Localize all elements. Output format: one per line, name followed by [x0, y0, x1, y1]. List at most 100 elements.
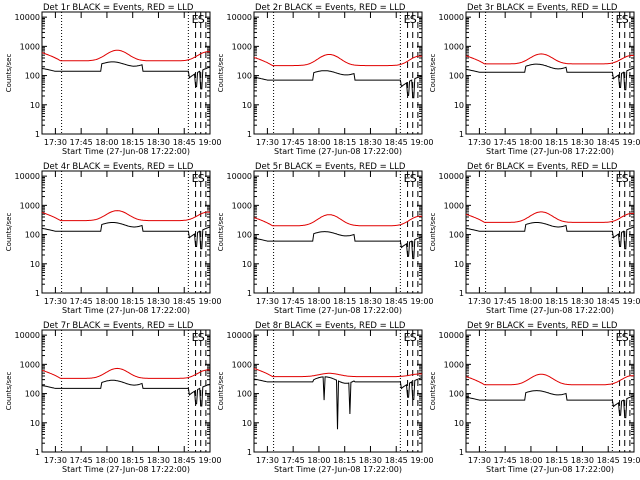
- y-tick-label: 100: [449, 390, 464, 399]
- plot-frame: [465, 11, 635, 135]
- y-tick-label: 10: [30, 419, 40, 428]
- x-tick-label: 19:00: [198, 297, 221, 306]
- x-tick-label: 18:00: [519, 138, 542, 147]
- x-tick-label: 17:30: [256, 456, 279, 465]
- x-tick-label: 18:15: [545, 456, 568, 465]
- series-lld-red: [253, 54, 423, 67]
- x-tick-label: 19:00: [622, 138, 640, 147]
- x-tick-label: 19:00: [410, 297, 433, 306]
- x-tick-label: 18:00: [307, 456, 330, 465]
- series-lld-red: [465, 373, 635, 386]
- plot-frame: [253, 329, 423, 453]
- y-tick-label: 10: [242, 101, 252, 110]
- x-tick-label: 18:45: [597, 456, 620, 465]
- y-tick-label: 1000: [232, 360, 252, 369]
- event-marker-label: E: [616, 13, 623, 26]
- y-axis-label: Counts/sec: [429, 54, 437, 93]
- x-tick-label: 18:30: [359, 297, 382, 306]
- plot-frame: [41, 170, 211, 294]
- x-tick-label: 18:30: [359, 138, 382, 147]
- x-tick-label: 18:00: [307, 297, 330, 306]
- x-tick-label: 17:45: [70, 456, 93, 465]
- series-lld-red: [465, 211, 635, 223]
- y-tick-label: 10: [242, 419, 252, 428]
- x-tick-label: 17:30: [468, 297, 491, 306]
- y-tick-label: 10: [30, 101, 40, 110]
- y-tick-label: 1: [35, 130, 40, 139]
- event-marker-label: S: [622, 13, 629, 26]
- series-events-black: [465, 222, 635, 250]
- x-tick-label: 18:00: [307, 138, 330, 147]
- y-tick-label: 100: [237, 231, 252, 240]
- y-tick-label: 1: [459, 289, 464, 298]
- y-tick-label: 1: [247, 289, 252, 298]
- y-tick-label: 100: [237, 72, 252, 81]
- series-lld-red: [253, 214, 423, 227]
- y-tick-label: 1: [459, 130, 464, 139]
- panel-title: Det 4r BLACK = Events, RED = LLD: [43, 162, 194, 172]
- x-axis-label: Start Time (27-Jun-08 17:22:00): [486, 306, 614, 315]
- y-tick-label: 10000: [439, 331, 464, 340]
- x-tick-label: 17:30: [44, 138, 67, 147]
- panel-1: Det 1r BLACK = Events, RED = LLD 1 10 100 10…: [5, 3, 222, 156]
- y-tick-label: 1000: [232, 201, 252, 210]
- y-tick-label: 10: [454, 419, 464, 428]
- x-tick-label: 19:00: [622, 297, 640, 306]
- x-tick-label: 18:15: [121, 138, 144, 147]
- event-marker-label: S: [410, 13, 417, 26]
- y-axis-label: Counts/sec: [217, 372, 225, 411]
- y-tick-label: 100: [449, 231, 464, 240]
- event-marker-label: S: [198, 172, 205, 185]
- y-tick-label: 1: [459, 448, 464, 457]
- x-tick-label: 18:45: [597, 138, 620, 147]
- x-axis-label: Start Time (27-Jun-08 17:22:00): [486, 147, 614, 156]
- y-tick-label: 10: [242, 260, 252, 269]
- panel-3: Det 3r BLACK = Events, RED = LLD 1 10 100 10…: [429, 3, 640, 156]
- y-tick-label: 1: [35, 448, 40, 457]
- x-tick-label: 18:15: [545, 138, 568, 147]
- series-events-black: [253, 70, 423, 99]
- series-lld-red: [253, 368, 423, 378]
- y-tick-label: 10000: [15, 331, 40, 340]
- y-tick-label: 1: [247, 448, 252, 457]
- series-events-black: [41, 222, 211, 250]
- x-tick-label: 18:30: [571, 456, 594, 465]
- x-tick-label: 17:45: [494, 456, 517, 465]
- panel-title: Det 9r BLACK = Events, RED = LLD: [467, 321, 618, 331]
- x-tick-label: 18:15: [121, 456, 144, 465]
- x-tick-label: 18:45: [173, 456, 196, 465]
- x-tick-label: 19:00: [198, 138, 221, 147]
- panel-7: Det 7r BLACK = Events, RED = LLD 1 10 100 10…: [5, 321, 222, 474]
- x-tick-label: 17:30: [256, 138, 279, 147]
- x-tick-label: 18:30: [147, 138, 170, 147]
- event-marker-label: S: [410, 172, 417, 185]
- series-lld-red: [41, 49, 211, 62]
- x-tick-label: 17:45: [494, 297, 517, 306]
- panel-title: Det 3r BLACK = Events, RED = LLD: [467, 3, 618, 13]
- event-marker-label: S: [198, 331, 205, 344]
- x-tick-label: 19:00: [410, 456, 433, 465]
- x-tick-label: 17:45: [282, 456, 305, 465]
- y-tick-label: 1: [247, 130, 252, 139]
- x-tick-label: 18:00: [95, 456, 118, 465]
- panel-6: Det 6r BLACK = Events, RED = LLD 1 10 100 10…: [429, 162, 640, 315]
- x-tick-label: 18:00: [95, 297, 118, 306]
- series-events-black: [465, 390, 635, 419]
- plot-frame: [253, 170, 423, 294]
- panel-2: Det 2r BLACK = Events, RED = LLD 1 10 100 10…: [217, 3, 434, 156]
- x-tick-label: 18:45: [173, 297, 196, 306]
- x-tick-label: 18:00: [95, 138, 118, 147]
- y-tick-label: 10: [30, 260, 40, 269]
- x-tick-label: 18:45: [385, 297, 408, 306]
- y-axis-label: Counts/sec: [217, 54, 225, 93]
- series-lld-red: [41, 210, 211, 222]
- panel-8: Det 8r BLACK = Events, RED = LLD 1 10 100 10…: [217, 321, 434, 474]
- series-events-black: [41, 61, 211, 90]
- x-tick-label: 18:45: [385, 138, 408, 147]
- panel-title: Det 8r BLACK = Events, RED = LLD: [255, 321, 406, 331]
- x-axis-label: Start Time (27-Jun-08 17:22:00): [62, 306, 190, 315]
- y-tick-label: 10000: [227, 331, 252, 340]
- event-marker-label: E: [404, 331, 411, 344]
- y-tick-label: 10000: [439, 172, 464, 181]
